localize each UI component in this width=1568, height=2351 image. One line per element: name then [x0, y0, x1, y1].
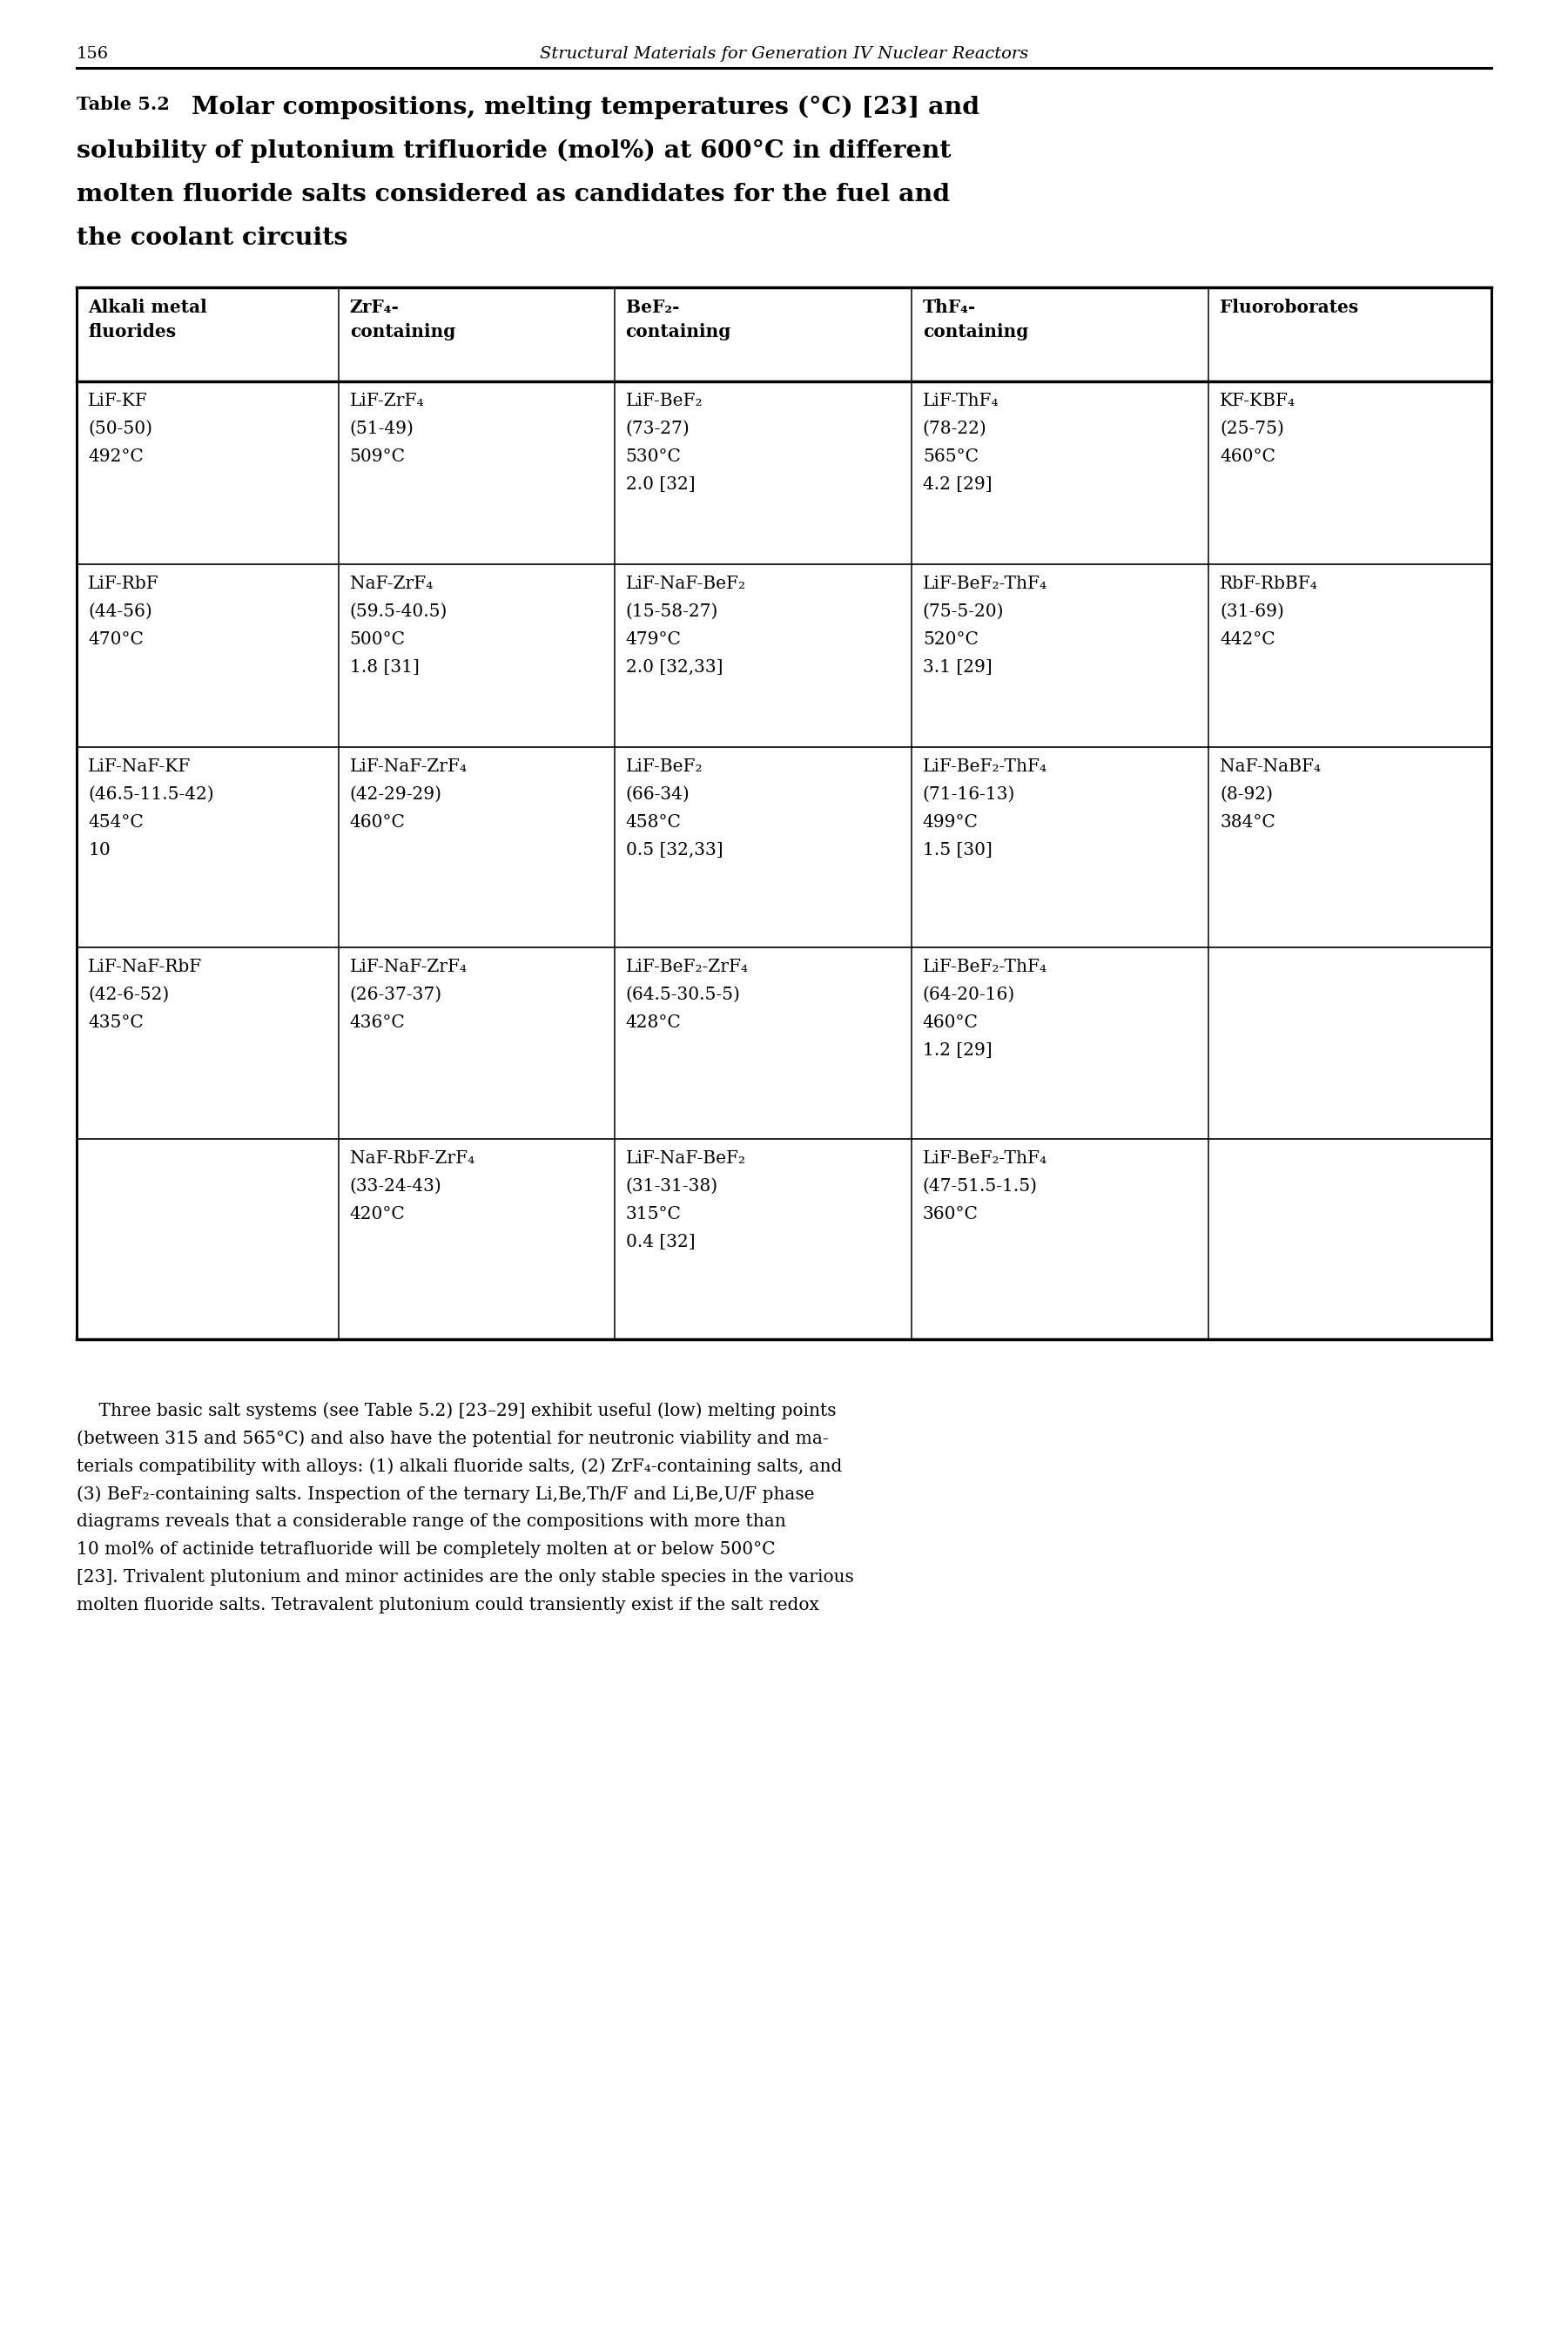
Text: LiF-BeF₂-ZrF₄: LiF-BeF₂-ZrF₄ [626, 959, 748, 976]
Text: 315°C: 315°C [626, 1206, 681, 1223]
Text: (46.5-11.5-42): (46.5-11.5-42) [88, 785, 213, 802]
Text: LiF-BeF₂-ThF₄: LiF-BeF₂-ThF₄ [922, 1150, 1047, 1166]
Text: (71-16-13): (71-16-13) [922, 785, 1014, 802]
Text: (31-31-38): (31-31-38) [626, 1178, 718, 1194]
Text: LiF-BeF₂: LiF-BeF₂ [626, 759, 702, 776]
Text: (64.5-30.5-5): (64.5-30.5-5) [626, 987, 740, 1004]
Text: (47-51.5-1.5): (47-51.5-1.5) [922, 1178, 1038, 1194]
Text: (66-34): (66-34) [626, 785, 690, 802]
Text: (59.5-40.5): (59.5-40.5) [350, 604, 447, 621]
Text: LiF-BeF₂: LiF-BeF₂ [626, 393, 702, 409]
Text: 479°C: 479°C [626, 632, 681, 649]
Text: 2.0 [32]: 2.0 [32] [626, 477, 695, 494]
Text: KF-KBF₄: KF-KBF₄ [1220, 393, 1295, 409]
Text: 442°C: 442°C [1220, 632, 1275, 649]
Text: 460°C: 460°C [922, 1013, 978, 1032]
Text: (64-20-16): (64-20-16) [922, 987, 1014, 1004]
Text: 460°C: 460°C [1220, 449, 1275, 465]
Text: 470°C: 470°C [88, 632, 144, 649]
Text: LiF-NaF-BeF₂: LiF-NaF-BeF₂ [626, 1150, 746, 1166]
Text: LiF-NaF-ZrF₄: LiF-NaF-ZrF₄ [350, 959, 467, 976]
Text: ZrF₄-
containing: ZrF₄- containing [350, 299, 455, 341]
Text: 0.4 [32]: 0.4 [32] [626, 1234, 695, 1251]
Text: Fluoroborates: Fluoroborates [1220, 299, 1358, 315]
Text: 4.2 [29]: 4.2 [29] [922, 477, 993, 494]
Text: Table 5.2: Table 5.2 [77, 96, 169, 113]
Text: Alkali metal
fluorides: Alkali metal fluorides [88, 299, 207, 341]
Text: 1.8 [31]: 1.8 [31] [350, 658, 419, 675]
Text: (25-75): (25-75) [1220, 421, 1284, 437]
Text: the coolant circuits: the coolant circuits [77, 226, 348, 249]
Text: LiF-KF: LiF-KF [88, 393, 147, 409]
Text: 10: 10 [88, 842, 110, 858]
Text: molten fluoride salts. Tetravalent plutonium could transiently exist if the salt: molten fluoride salts. Tetravalent pluto… [77, 1596, 818, 1613]
Text: LiF-NaF-RbF: LiF-NaF-RbF [88, 959, 202, 976]
Text: 2.0 [32,33]: 2.0 [32,33] [626, 658, 723, 675]
Text: 435°C: 435°C [88, 1013, 143, 1032]
Text: LiF-BeF₂-ThF₄: LiF-BeF₂-ThF₄ [922, 759, 1047, 776]
Text: solubility of plutonium trifluoride (mol%) at 600°C in different: solubility of plutonium trifluoride (mol… [77, 139, 952, 162]
Text: (44-56): (44-56) [88, 604, 152, 621]
Text: 0.5 [32,33]: 0.5 [32,33] [626, 842, 723, 858]
Text: (78-22): (78-22) [922, 421, 986, 437]
Text: 500°C: 500°C [350, 632, 406, 649]
Text: 492°C: 492°C [88, 449, 143, 465]
Text: (75-5-20): (75-5-20) [922, 604, 1004, 621]
Text: 565°C: 565°C [922, 449, 978, 465]
Text: LiF-ZrF₄: LiF-ZrF₄ [350, 393, 425, 409]
Text: RbF-RbBF₄: RbF-RbBF₄ [1220, 576, 1319, 592]
Text: LiF-NaF-KF: LiF-NaF-KF [88, 759, 191, 776]
Text: 3.1 [29]: 3.1 [29] [922, 658, 993, 675]
Text: Molar compositions, melting temperatures (°C) [23] and: Molar compositions, melting temperatures… [183, 96, 980, 120]
Text: BeF₂-
containing: BeF₂- containing [626, 299, 731, 341]
Text: [23]. Trivalent plutonium and minor actinides are the only stable species in the: [23]. Trivalent plutonium and minor acti… [77, 1568, 855, 1585]
Text: (26-37-37): (26-37-37) [350, 987, 442, 1004]
Text: NaF-ZrF₄: NaF-ZrF₄ [350, 576, 433, 592]
Text: 520°C: 520°C [922, 632, 978, 649]
Text: molten fluoride salts considered as candidates for the fuel and: molten fluoride salts considered as cand… [77, 183, 950, 207]
Text: 1.5 [30]: 1.5 [30] [922, 842, 993, 858]
Text: LiF-RbF: LiF-RbF [88, 576, 158, 592]
Text: 156: 156 [77, 47, 108, 61]
Text: (8-92): (8-92) [1220, 785, 1273, 802]
Text: 458°C: 458°C [626, 813, 681, 830]
Text: 428°C: 428°C [626, 1013, 681, 1032]
Text: diagrams reveals that a considerable range of the compositions with more than: diagrams reveals that a considerable ran… [77, 1514, 786, 1531]
Text: ThF₄-
containing: ThF₄- containing [922, 299, 1029, 341]
Text: LiF-BeF₂-ThF₄: LiF-BeF₂-ThF₄ [922, 576, 1047, 592]
Text: 420°C: 420°C [350, 1206, 405, 1223]
Text: LiF-NaF-ZrF₄: LiF-NaF-ZrF₄ [350, 759, 467, 776]
Text: (between 315 and 565°C) and also have the potential for neutronic viability and : (between 315 and 565°C) and also have th… [77, 1429, 828, 1446]
Text: 454°C: 454°C [88, 813, 143, 830]
Text: (51-49): (51-49) [350, 421, 414, 437]
Text: Three basic salt systems (see Table 5.2) [23–29] exhibit useful (low) melting po: Three basic salt systems (see Table 5.2)… [77, 1401, 836, 1420]
Text: LiF-ThF₄: LiF-ThF₄ [922, 393, 999, 409]
Text: (31-69): (31-69) [1220, 604, 1284, 621]
Text: (33-24-43): (33-24-43) [350, 1178, 442, 1194]
Text: 384°C: 384°C [1220, 813, 1275, 830]
Text: 1.2 [29]: 1.2 [29] [922, 1041, 993, 1058]
Text: 10 mol% of actinide tetrafluoride will be completely molten at or below 500°C: 10 mol% of actinide tetrafluoride will b… [77, 1542, 775, 1559]
Text: 509°C: 509°C [350, 449, 406, 465]
Text: (42-6-52): (42-6-52) [88, 987, 169, 1004]
Text: 360°C: 360°C [922, 1206, 978, 1223]
Text: Structural Materials for Generation IV Nuclear Reactors: Structural Materials for Generation IV N… [539, 47, 1029, 61]
Text: NaF-NaBF₄: NaF-NaBF₄ [1220, 759, 1320, 776]
Text: (42-29-29): (42-29-29) [350, 785, 442, 802]
Text: (3) BeF₂-containing salts. Inspection of the ternary Li,Be,Th/F and Li,Be,U/F ph: (3) BeF₂-containing salts. Inspection of… [77, 1486, 814, 1502]
Text: terials compatibility with alloys: (1) alkali fluoride salts, (2) ZrF₄-containin: terials compatibility with alloys: (1) a… [77, 1458, 842, 1474]
Text: (73-27): (73-27) [626, 421, 690, 437]
Text: 499°C: 499°C [922, 813, 978, 830]
Text: NaF-RbF-ZrF₄: NaF-RbF-ZrF₄ [350, 1150, 475, 1166]
Text: 530°C: 530°C [626, 449, 681, 465]
Text: LiF-BeF₂-ThF₄: LiF-BeF₂-ThF₄ [922, 959, 1047, 976]
Text: 436°C: 436°C [350, 1013, 405, 1032]
Text: (15-58-27): (15-58-27) [626, 604, 718, 621]
Text: (50-50): (50-50) [88, 421, 152, 437]
Text: 460°C: 460°C [350, 813, 405, 830]
Text: LiF-NaF-BeF₂: LiF-NaF-BeF₂ [626, 576, 746, 592]
